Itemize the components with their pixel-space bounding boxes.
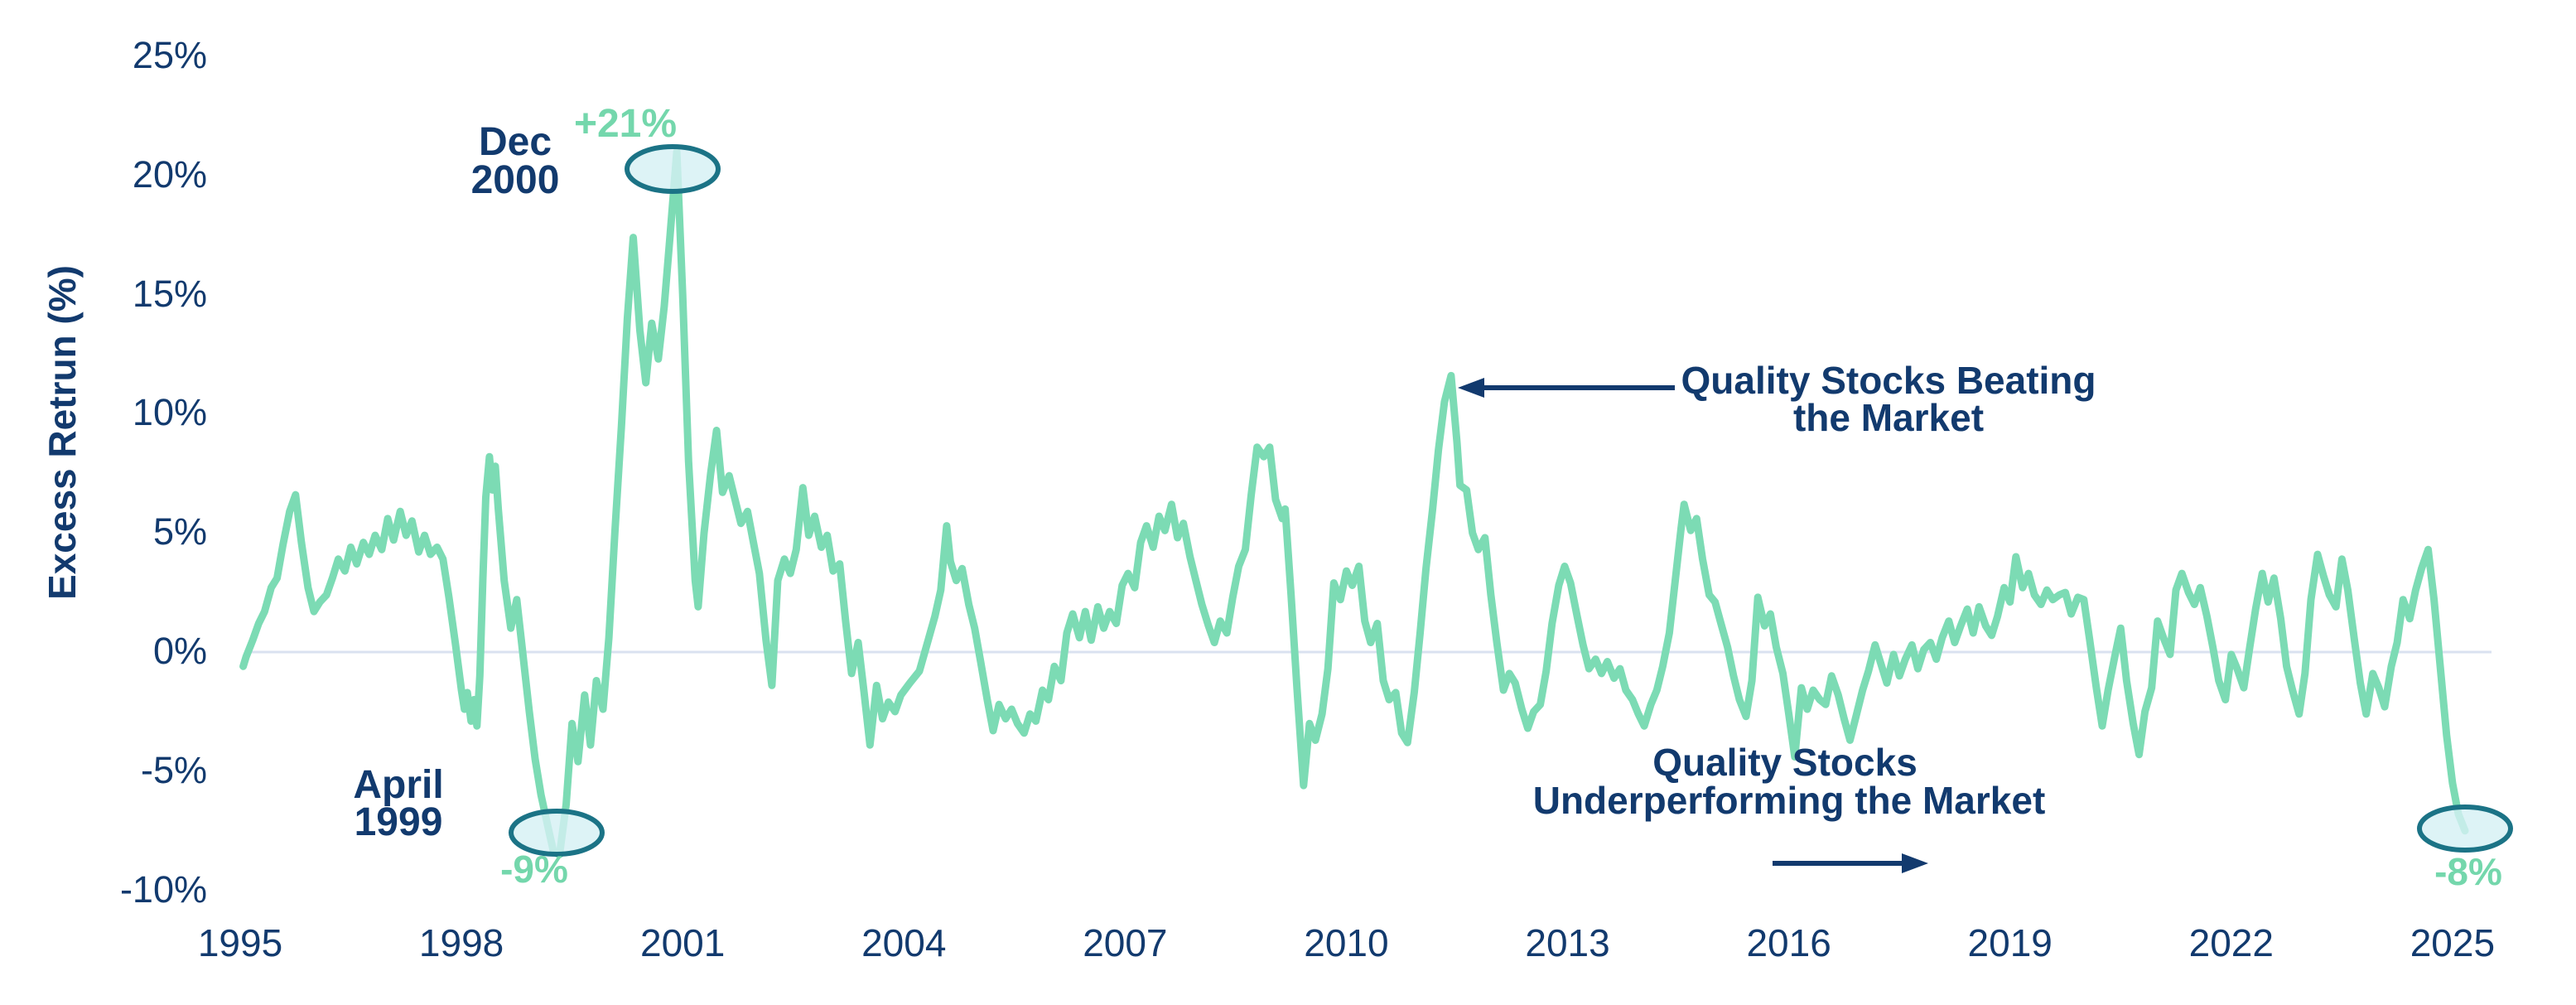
x-tick-2019: 2019 — [1967, 921, 2053, 964]
annotation-minus-8: -8% — [2434, 850, 2502, 893]
y-tick-15%: 15% — [132, 272, 207, 315]
y-tick-0%: 0% — [152, 630, 207, 672]
y-tick--10%: -10% — [119, 867, 207, 911]
y-tick-5%: 5% — [152, 510, 207, 553]
annotation-beating-line2: the Market — [1792, 396, 1985, 439]
x-tick-2001: 2001 — [640, 921, 726, 964]
annotation-plus-21: +21% — [573, 102, 678, 146]
y-tick--5%: -5% — [140, 748, 207, 791]
trough-ellipse-2025 — [2417, 804, 2513, 853]
annotation-april-1999-line2: 1999 — [354, 800, 443, 844]
x-tick-1998: 1998 — [418, 921, 504, 964]
annotation-dec-2000-line2: 2000 — [470, 158, 560, 202]
annotation-minus-9: -9% — [500, 848, 568, 891]
peak-ellipse-dec-2000 — [625, 144, 721, 194]
y-tick-20%: 20% — [132, 152, 207, 196]
x-tick-2004: 2004 — [861, 921, 947, 964]
underperforming-arrow-head — [1902, 853, 1928, 873]
x-tick-2025: 2025 — [2410, 921, 2496, 964]
excess-return-line — [239, 147, 2469, 858]
y-tick-10%: 10% — [132, 391, 207, 434]
y-tick-25%: 25% — [132, 34, 207, 76]
annotation-underperforming-line2: Underperforming the Market — [1532, 779, 2046, 822]
annotation-beating-line1: Quality Stocks Beating — [1681, 359, 2096, 402]
x-tick-2010: 2010 — [1304, 921, 1389, 964]
trough-ellipse-april-1999 — [509, 809, 605, 857]
x-tick-2016: 2016 — [1746, 921, 1831, 964]
annotation-april-1999-line1: April — [353, 763, 444, 807]
annotation-dec-2000-line1: Dec — [478, 120, 552, 164]
x-tick-1995: 1995 — [197, 921, 283, 964]
beating-arrow-head — [1458, 378, 1484, 398]
annotation-underperforming-line1: Quality Stocks — [1652, 741, 1918, 784]
x-tick-2022: 2022 — [2188, 921, 2274, 964]
x-tick-2013: 2013 — [1525, 921, 1610, 964]
x-tick-2007: 2007 — [1083, 921, 1168, 964]
